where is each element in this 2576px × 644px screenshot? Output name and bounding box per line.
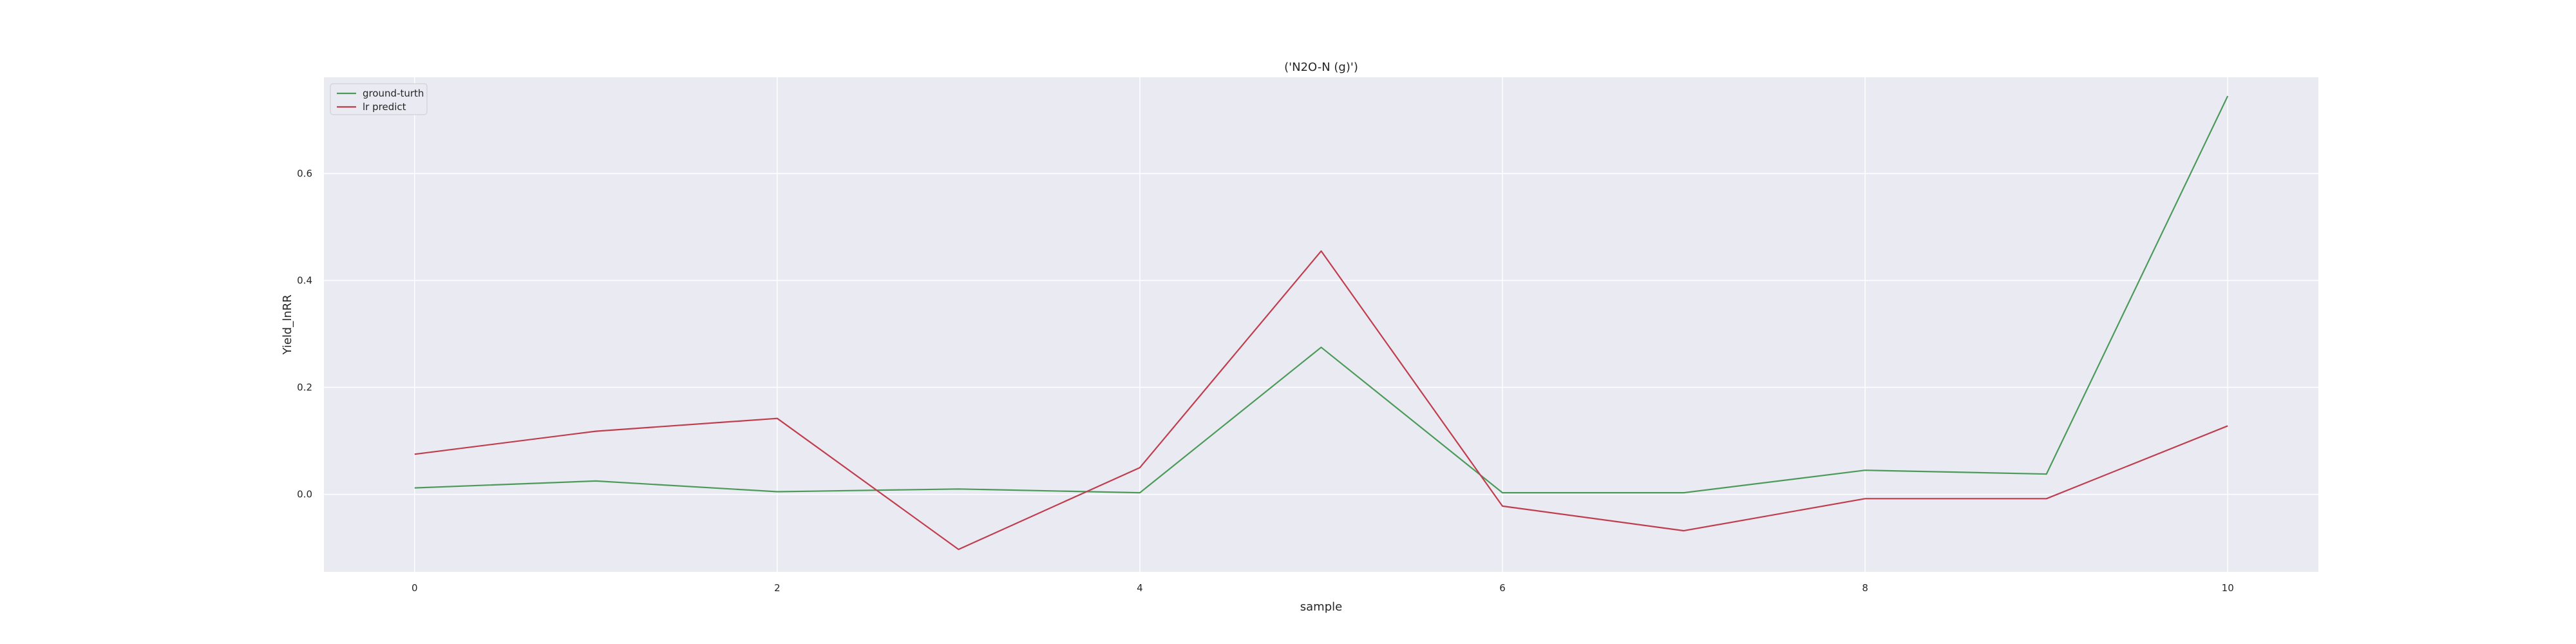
grid [324,77,2318,572]
x-tick-label: 6 [1499,582,1506,594]
legend: ground-turth lr predict [330,83,428,115]
y-tick-label: 0.0 [297,489,312,500]
tick-labels: 0 2 4 6 8 10 0.0 0.2 0.4 0.6 [297,167,2234,594]
x-tick-label: 10 [2222,582,2234,594]
y-axis-label: Yield_lnRR [281,294,294,355]
series-layer [414,95,2229,551]
series-line [414,250,2228,551]
x-tick-label: 8 [1862,582,1868,594]
y-tick-label: 0.4 [297,275,312,287]
x-tick-label: 0 [412,582,418,594]
legend-label: ground-turth [363,88,424,99]
y-tick-label: 0.6 [297,167,312,179]
x-tick-label: 2 [774,582,781,594]
y-tick-label: 0.2 [297,382,312,393]
x-axis-label: sample [1300,600,1342,614]
series-line [414,95,2229,494]
chart-title: ('N2O-N (g)') [1284,61,1358,74]
plot-area [324,77,2318,572]
legend-label: lr predict [363,101,406,113]
x-tick-label: 4 [1137,582,1143,594]
